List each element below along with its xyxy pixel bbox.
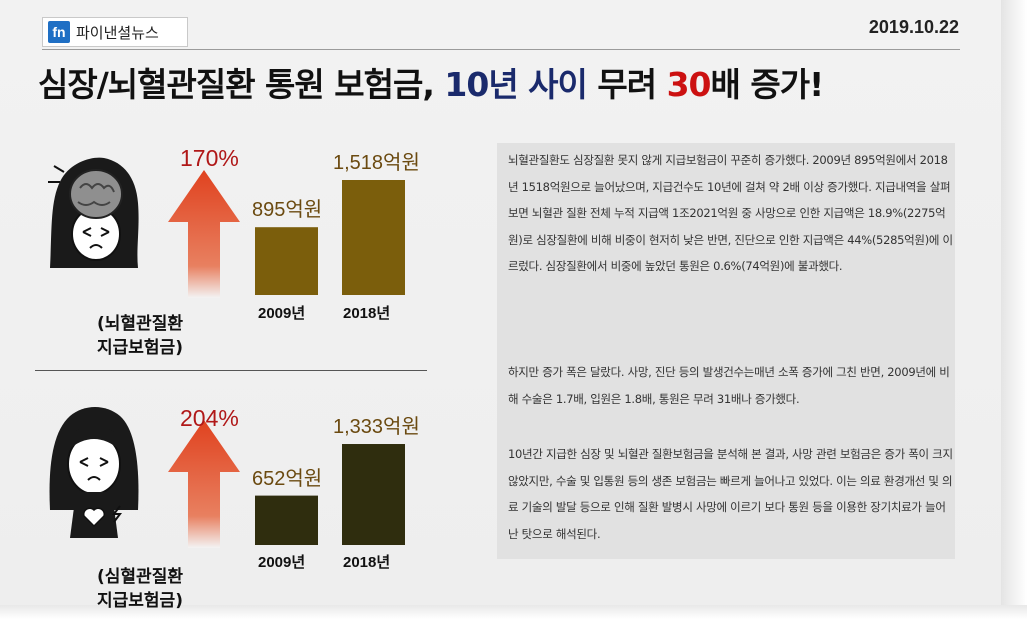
title-part-4: 30 [666,65,712,104]
panel-divider [35,370,427,371]
article-paragraph-1: 뇌혈관질환도 심장질환 못지 않게 지급보험금이 꾸준히 증가했다. 2009년… [508,153,953,273]
growth-percent: 204% [180,405,239,431]
bar-2009 [255,227,318,295]
brain-person-icon [48,157,139,268]
bar-2018 [342,444,405,545]
page-title: 심장/뇌혈관질환 통원 보험금, 10년 사이 무려 30배 증가! [38,58,825,106]
year-label-2018: 2018년 [343,554,391,571]
title-part-2: 10년 사이 [444,65,587,104]
amount-2018: 1,518억원 [333,152,420,174]
heart-person-icon [49,407,139,538]
caption-line: 지급보험금) [97,338,183,358]
year-label-2009: 2009년 [258,305,306,322]
heart-bar-chart [255,444,405,545]
publish-date: 2019.10.22 [868,17,959,37]
paper-curl-bottom [0,605,1027,619]
publisher-logo: fn 파이낸셜뉴스 [42,17,188,47]
amount-2009: 652억원 [252,467,323,490]
fn-logo-icon: fn [48,21,70,43]
article-paragraph-3: 10년간 지급한 심장 및 뇌혈관 질환보험금을 분석해 본 결과, 사망 관련… [508,447,953,541]
article-paragraph-2: 하지만 증가 폭은 달랐다. 사망, 진단 등의 발생건수는매년 소폭 증가에 … [508,365,950,406]
caption-line: 지급보험금) [97,591,183,611]
amount-2009: 895억원 [252,199,323,222]
bar-2009 [255,495,318,545]
title-part-1: 심장/뇌혈관질환 통원 보험금, [38,65,445,104]
growth-arrow-icon [168,170,240,298]
caption-line: (뇌혈관질환 [97,314,183,334]
caption-line: (심혈관질환 [97,567,183,587]
title-part-3: 무려 [586,65,667,104]
growth-percent: 170% [180,145,239,171]
year-label-2009: 2009년 [258,554,306,571]
article-box [497,143,955,559]
header-rule [42,49,960,50]
paper-curl-right [1001,0,1027,619]
bar-2018 [342,180,405,295]
title-part-5: 배 증가! [710,65,825,104]
year-label-2018: 2018년 [343,305,391,322]
brain-caption: (뇌혈관질환 지급보험금) [70,312,210,360]
publisher-name: 파이낸셜뉴스 [76,23,159,42]
growth-arrow-icon [168,420,240,548]
brain-bar-chart [255,180,405,295]
heart-caption: (심혈관질환 지급보험금) [70,565,210,613]
amount-2018: 1,333억원 [333,416,420,438]
